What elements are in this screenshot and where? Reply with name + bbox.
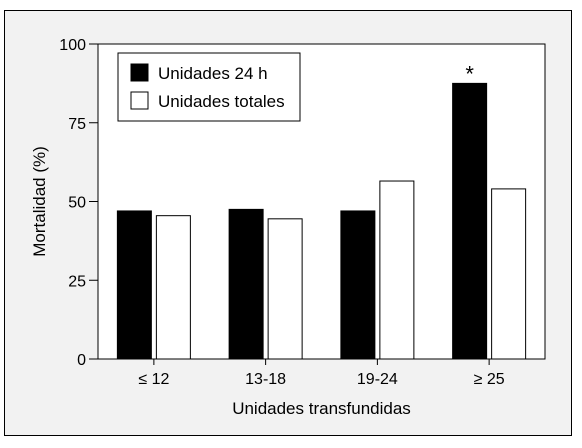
legend-label: Unidades 24 h: [158, 64, 268, 83]
y-tick-label: 75: [68, 116, 86, 133]
y-tick-label: 50: [68, 195, 86, 212]
bar: [491, 188, 527, 360]
legend-label: Unidades totales: [158, 92, 285, 111]
bar: [267, 218, 303, 360]
legend-swatch: [130, 63, 149, 82]
x-tick-label: ≤ 12: [138, 371, 169, 388]
x-tick-label: 19-24: [357, 371, 398, 388]
annotations: *: [465, 61, 474, 86]
x-axis-title: Unidades transfundidas: [232, 399, 411, 418]
legend: Unidades 24 h Unidades totales: [117, 52, 301, 122]
y-axis-title: Mortalidad (%): [30, 146, 49, 257]
bars: [116, 82, 527, 360]
bar: [379, 180, 415, 360]
y-tick-label: 0: [77, 352, 86, 369]
bar: [340, 210, 376, 360]
bar: [116, 210, 152, 360]
y-tick-label: 100: [59, 37, 86, 54]
y-tick-label: 25: [68, 273, 86, 290]
x-tick-label: 13-18: [245, 371, 286, 388]
bar: [228, 208, 264, 360]
y-axis: 0 25 50 75 100: [59, 37, 98, 369]
x-axis: ≤ 12 13-18 19-24 ≥ 25: [138, 359, 505, 388]
bar: [452, 82, 488, 360]
bar: [155, 215, 191, 360]
significance-marker: *: [465, 61, 474, 86]
legend-swatch: [130, 91, 149, 110]
x-tick-label: ≥ 25: [474, 371, 505, 388]
